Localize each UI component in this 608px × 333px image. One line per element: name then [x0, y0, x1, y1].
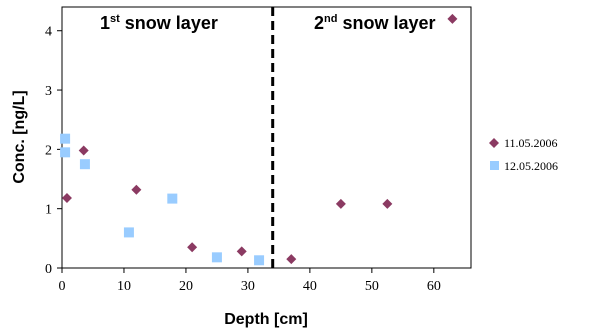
data-point-series-1	[236, 246, 247, 257]
x-axis-ticks: 0 10 20 30 40 50 60	[59, 268, 441, 294]
x-tick-label: 10	[117, 279, 131, 294]
y-axis-ticks: 0 1 2 3 4	[45, 25, 62, 277]
y-tick-label: 4	[45, 25, 52, 40]
data-markers	[60, 13, 458, 266]
annotation-first-number: 1	[100, 13, 110, 33]
x-tick-label: 60	[427, 279, 441, 294]
annotation-second-text: snow layer	[337, 13, 435, 33]
plot-area	[61, 6, 472, 269]
data-point-series-2	[254, 255, 265, 266]
x-tick-label: 50	[365, 279, 379, 294]
legend-diamond-icon	[489, 138, 499, 148]
data-point-series-1	[187, 242, 198, 253]
legend-box	[481, 131, 608, 185]
annotation-first-snow-layer: 1st snow layer	[100, 13, 218, 33]
y-tick-label: 0	[45, 262, 52, 277]
x-tick-label: 20	[179, 279, 193, 294]
data-point-series-2	[167, 193, 178, 204]
data-point-series-2	[60, 147, 71, 158]
x-tick-label: 0	[59, 279, 66, 294]
y-tick-label: 1	[45, 203, 52, 218]
data-point-series-1	[61, 193, 72, 204]
data-point-series-1	[78, 145, 89, 156]
annotation-second-number: 2	[314, 13, 324, 33]
annotation-second-snow-layer: 2nd snow layer	[314, 13, 436, 33]
y-tick-label: 3	[45, 84, 52, 99]
annotation-first-superscript: st	[110, 13, 120, 25]
data-point-series-1	[131, 184, 142, 195]
x-axis-title: Depth [cm]	[224, 311, 308, 328]
data-point-series-1	[447, 13, 458, 24]
data-point-series-2	[60, 133, 71, 144]
x-tick-label: 30	[241, 279, 255, 294]
y-tick-label: 2	[45, 143, 52, 158]
data-point-series-2	[211, 252, 222, 263]
legend-label-series-2: 12.05.2006	[504, 159, 558, 173]
legend: 11.05.2006 12.05.2006	[481, 131, 608, 185]
data-point-series-1	[335, 198, 346, 209]
legend-label-series-1: 11.05.2006	[504, 136, 558, 150]
data-point-series-2	[79, 159, 90, 170]
data-point-series-2	[123, 227, 134, 238]
annotation-second-superscript: nd	[324, 13, 337, 25]
y-axis-title: Conc. [ng/L]	[11, 90, 28, 183]
annotation-first-text: snow layer	[120, 13, 218, 33]
legend-square-icon	[490, 161, 499, 170]
x-tick-label: 40	[303, 279, 317, 294]
data-point-series-1	[382, 198, 393, 209]
data-point-series-1	[286, 254, 297, 265]
